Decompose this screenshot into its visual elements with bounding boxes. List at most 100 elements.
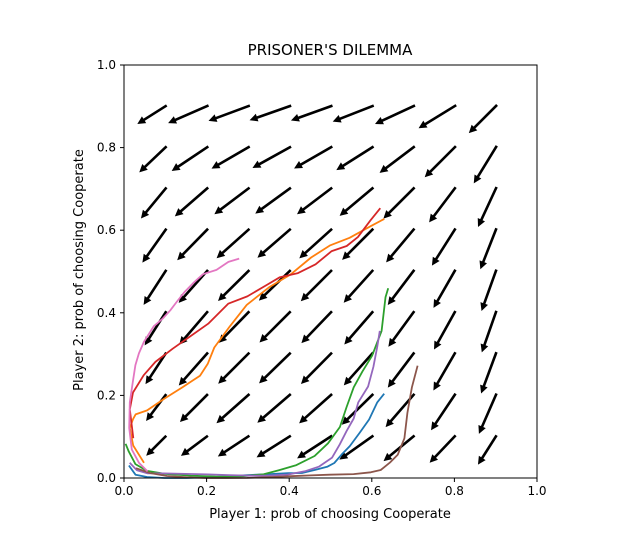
vector-arrow: [208, 104, 251, 122]
vector-arrow: [431, 227, 457, 266]
vector-arrow: [259, 310, 292, 343]
vector-arrow: [216, 227, 251, 259]
vector-arrow: [341, 393, 375, 425]
vector-arrow: [375, 104, 416, 125]
vector-field: [137, 104, 498, 465]
x-tick-label: 0.2: [197, 484, 216, 498]
x-tick-label: 0.0: [114, 484, 133, 498]
vector-arrow: [249, 104, 292, 122]
vector-arrow: [468, 104, 498, 134]
vector-arrow: [137, 104, 168, 125]
vector-arrow: [479, 227, 498, 270]
vector-arrow: [387, 269, 416, 305]
vector-arrow: [294, 145, 333, 169]
vector-arrow: [218, 351, 251, 384]
vector-arrow: [257, 393, 292, 423]
vector-arrow: [336, 145, 375, 171]
vector-arrow: [424, 145, 457, 178]
vector-arrow: [339, 434, 375, 460]
vector-arrow: [473, 145, 498, 184]
vector-arrow: [174, 186, 210, 217]
y-tick-label: 0.0: [97, 471, 116, 485]
vector-arrow: [343, 269, 375, 303]
vector-arrow: [429, 434, 457, 463]
vector-arrow: [480, 351, 498, 394]
vector-arrow: [343, 351, 375, 386]
x-tick-label: 0.4: [280, 484, 299, 498]
axes: 0.0 0.2 0.4 0.6 0.8 1.0 0.0 0.2 0.4 0.6 0.8 1.0: [97, 58, 547, 498]
vector-arrow: [480, 269, 498, 312]
vector-arrow: [178, 351, 209, 386]
vector-arrow: [478, 392, 498, 434]
vector-arrow: [218, 269, 251, 302]
trajectory-line: [128, 257, 240, 473]
vector-arrow: [332, 104, 375, 123]
x-axis-label: Player 1: prob of choosing Cooperate: [209, 507, 451, 522]
vector-arrow: [168, 104, 210, 124]
vector-arrow: [216, 393, 251, 424]
x-tick-label: 0.6: [362, 484, 381, 498]
vector-arrow: [171, 145, 210, 171]
series-layer: [124, 207, 419, 479]
vector-arrow: [339, 186, 375, 216]
vector-arrow: [387, 351, 416, 388]
vector-arrow: [383, 434, 416, 462]
vector-arrow: [252, 145, 292, 168]
vector-arrow: [177, 227, 209, 261]
vector-arrow: [179, 393, 209, 423]
vector-arrow: [214, 186, 251, 215]
trajectory-line: [135, 365, 419, 479]
vector-arrow: [217, 434, 251, 457]
y-tick-label: 0.2: [97, 388, 116, 402]
vector-arrow: [211, 145, 251, 169]
vector-arrow: [256, 434, 292, 458]
vector-arrow: [379, 145, 416, 173]
vector-arrow: [258, 269, 292, 301]
x-tick-label: 1.0: [527, 484, 546, 498]
vector-arrow: [290, 104, 333, 122]
vector-arrow: [300, 269, 333, 302]
trajectory-line: [124, 287, 390, 478]
vector-arrow: [480, 310, 498, 353]
vector-arrow: [300, 351, 333, 384]
vector-arrow: [145, 351, 168, 385]
plot-frame: [123, 64, 538, 479]
vector-arrow: [143, 269, 168, 305]
vector-arrow: [146, 434, 168, 456]
vector-arrow: [259, 351, 292, 384]
vector-arrow: [383, 186, 416, 219]
vector-arrow: [299, 393, 333, 424]
y-tick-label: 0.8: [97, 141, 116, 155]
vector-arrow: [255, 186, 292, 214]
vector-arrow: [433, 351, 457, 391]
vector-arrow: [218, 310, 251, 343]
vector-arrow: [299, 227, 333, 259]
vector-arrow: [180, 434, 209, 456]
vector-arrow: [431, 392, 457, 431]
vector-arrow: [146, 393, 168, 422]
trajectory-line: [128, 207, 381, 439]
vector-arrow: [297, 434, 333, 459]
trajectory-line: [128, 218, 385, 464]
vector-arrow: [344, 310, 375, 345]
vector-arrow: [140, 186, 168, 219]
y-tick-label: 1.0: [97, 58, 116, 72]
vector-arrow: [477, 186, 498, 227]
vector-arrow: [297, 186, 333, 215]
trajectory-line: [129, 330, 381, 477]
vector-arrow: [386, 227, 416, 263]
vector-arrow: [301, 310, 333, 344]
vector-arrow: [388, 310, 416, 347]
y-tick-label: 0.4: [97, 306, 116, 320]
vector-arrow: [418, 104, 457, 129]
vector-arrow: [429, 186, 457, 223]
vector-arrow: [139, 145, 168, 173]
y-axis-label: Player 2: prob of choosing Cooperate: [72, 149, 87, 391]
x-tick-label: 0.8: [445, 484, 464, 498]
vector-arrow: [433, 269, 457, 308]
vector-arrow: [142, 227, 168, 263]
vector-arrow: [342, 227, 375, 260]
chart-title: PRISONER'S DILEMMA: [248, 41, 413, 59]
